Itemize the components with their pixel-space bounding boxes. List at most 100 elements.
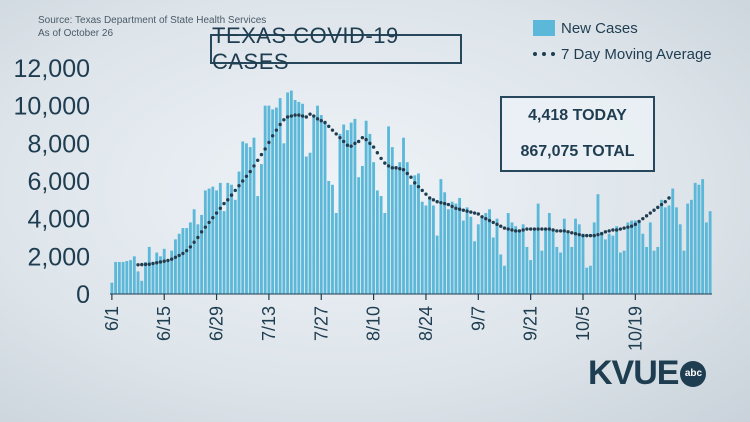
case-bar <box>559 252 562 294</box>
average-point <box>356 139 361 144</box>
average-point <box>259 152 264 157</box>
average-point <box>334 132 338 136</box>
case-bar <box>170 250 174 294</box>
average-point <box>480 215 484 219</box>
average-point <box>282 118 286 122</box>
average-point <box>652 208 656 212</box>
average-point <box>353 141 357 146</box>
case-bar <box>289 90 293 294</box>
average-point <box>420 188 424 193</box>
average-point <box>375 151 380 155</box>
average-point <box>222 201 226 206</box>
x-tick-label: 8/24 <box>416 306 436 341</box>
case-bar <box>480 216 484 294</box>
average-point <box>555 229 559 233</box>
case-bar <box>499 254 503 294</box>
average-point <box>506 227 510 231</box>
average-point <box>218 206 222 211</box>
case-bar <box>409 184 413 294</box>
average-point <box>405 171 409 176</box>
case-bar <box>140 280 144 294</box>
average-point <box>618 227 623 231</box>
average-point <box>442 201 447 206</box>
average-point <box>476 212 480 216</box>
case-bar <box>379 196 383 294</box>
average-point <box>484 216 488 221</box>
case-bar <box>428 197 432 294</box>
x-tick-label: 7/27 <box>311 306 331 341</box>
case-bar <box>147 246 151 294</box>
average-point <box>641 216 645 221</box>
case-bar <box>114 261 118 294</box>
average-point <box>517 229 522 233</box>
average-point <box>514 229 518 233</box>
x-tick-label: 6/15 <box>154 306 174 341</box>
average-point <box>577 232 581 237</box>
case-bar <box>327 181 331 294</box>
average-point <box>237 184 241 188</box>
case-bar <box>312 116 316 294</box>
kvue-logo: KVUE abc <box>588 354 707 393</box>
case-bar <box>652 250 656 294</box>
case-bar <box>159 256 162 294</box>
average-point <box>327 124 331 129</box>
average-point <box>596 232 600 237</box>
case-bar <box>465 207 469 294</box>
case-bar <box>547 213 551 294</box>
x-tick-label: 9/21 <box>521 306 541 341</box>
average-point <box>252 164 256 168</box>
average-point <box>409 175 413 179</box>
case-bar <box>132 256 136 294</box>
case-bar <box>615 226 619 294</box>
case-bar <box>301 103 304 294</box>
average-point <box>401 168 406 172</box>
average-point <box>360 135 365 140</box>
average-point <box>487 218 492 223</box>
case-bar <box>260 164 263 294</box>
average-point <box>166 258 170 263</box>
case-bar <box>473 241 476 294</box>
case-bar <box>458 197 462 294</box>
average-point <box>368 141 372 146</box>
average-point <box>263 147 267 151</box>
case-bar <box>144 261 147 294</box>
case-bar <box>323 120 327 294</box>
case-bar <box>263 105 267 294</box>
case-bar <box>293 100 297 295</box>
source-note: Source: Texas Department of State Health… <box>38 14 266 40</box>
average-point <box>214 211 219 215</box>
average-point <box>345 143 350 147</box>
average-point <box>233 188 237 193</box>
average-point <box>285 115 290 119</box>
y-axis: 0 2,000 4,000 6,000 8,000 10,000 12,000 <box>14 55 90 309</box>
average-point <box>188 245 193 249</box>
case-bar <box>439 179 443 294</box>
case-bar <box>420 201 424 294</box>
case-bar <box>218 182 222 294</box>
case-bar <box>200 214 204 294</box>
case-bar <box>405 162 409 294</box>
case-bar <box>701 179 705 294</box>
legend-label-moving-average: 7 Day Moving Average <box>561 45 712 63</box>
average-point <box>614 228 619 232</box>
average-point <box>177 253 181 258</box>
case-bar <box>607 233 611 294</box>
legend-dots-swatch <box>533 52 555 56</box>
x-tick-label: 7/13 <box>259 306 279 341</box>
average-point <box>644 214 649 218</box>
average-point <box>267 140 271 145</box>
average-point <box>521 228 525 232</box>
case-bar <box>121 261 125 294</box>
case-bar <box>697 184 701 294</box>
average-point <box>207 220 211 225</box>
average-point <box>416 184 421 189</box>
stat-today: 4,418 TODAY <box>528 107 627 124</box>
case-bar <box>413 175 417 294</box>
case-bar <box>316 105 319 294</box>
case-bar <box>357 177 361 294</box>
average-point <box>454 206 458 211</box>
x-tick-label: 6/1 <box>102 306 122 331</box>
case-bar <box>592 222 596 294</box>
case-bar <box>570 246 574 294</box>
case-bar <box>256 196 260 294</box>
